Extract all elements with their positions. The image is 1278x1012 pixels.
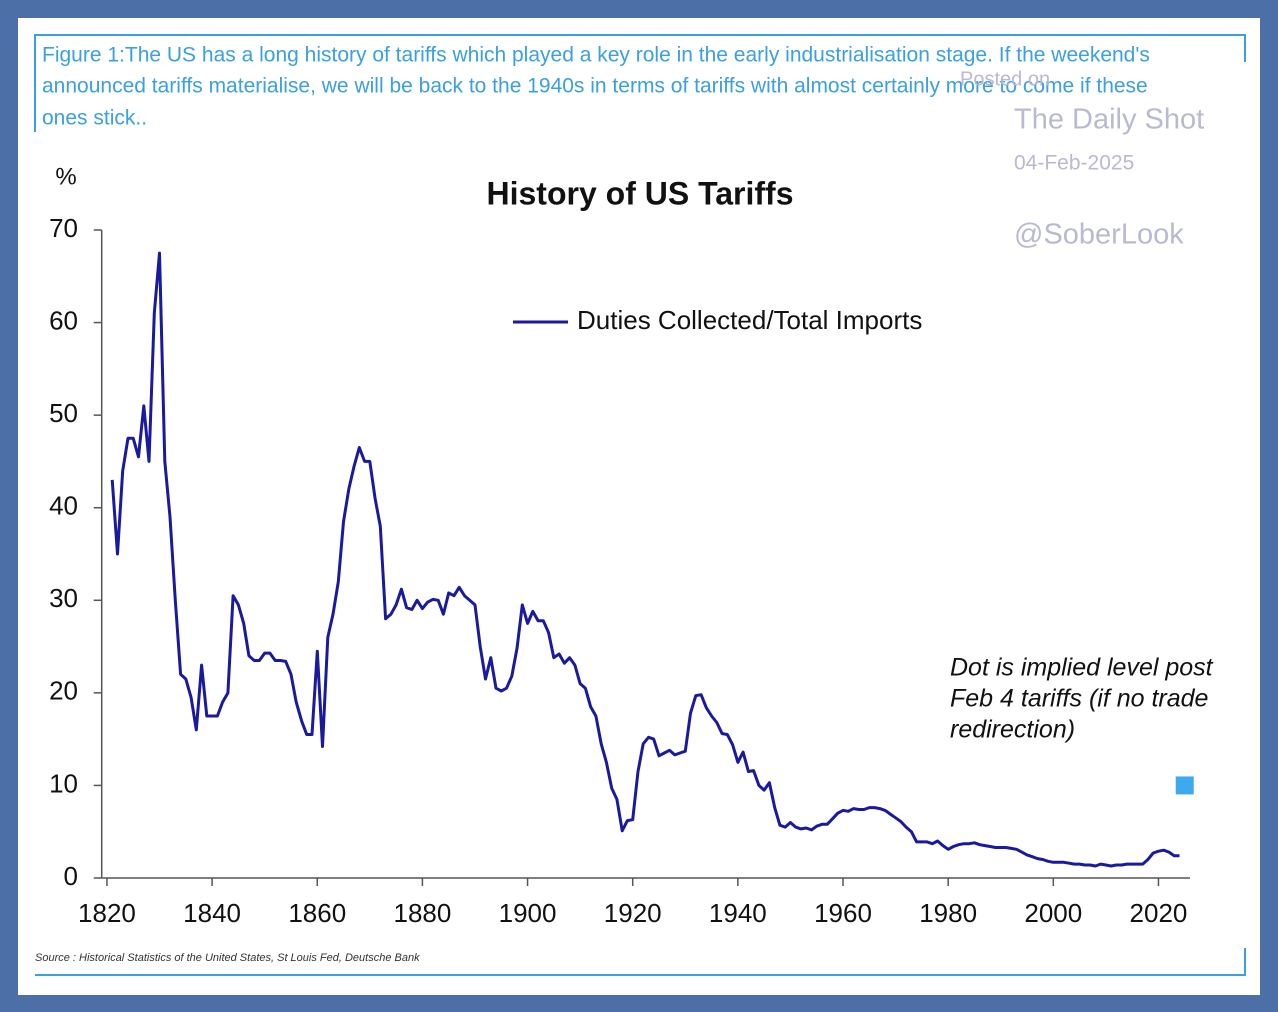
watermark: @SoberLook (1014, 219, 1184, 251)
watermark: 04-Feb-2025 (1014, 152, 1134, 175)
bottom-frame (35, 948, 1246, 976)
caption: ones stick.. (42, 107, 147, 130)
y-tick-label: 20 (49, 676, 78, 706)
x-tick-label: 1940 (709, 898, 767, 928)
x-tick-label: 1900 (499, 898, 557, 928)
panel (18, 18, 1260, 995)
legend-label: Duties Collected/Total Imports (577, 305, 922, 335)
implied-point (1175, 776, 1194, 795)
caption: Figure 1:The US has a long history of ta… (42, 44, 1150, 67)
y-tick-label: 0 (64, 861, 78, 891)
watermark: The Daily Shot (1014, 104, 1204, 136)
x-tick-label: 1960 (814, 898, 872, 928)
x-tick-label: 2000 (1024, 898, 1082, 928)
annotation: Dot is implied level post (950, 654, 1214, 682)
source: Source : Historical Statistics of the Un… (35, 952, 420, 964)
y-tick-label: 50 (49, 398, 78, 428)
x-tick-label: 1980 (919, 898, 977, 928)
x-tick-label: 1860 (288, 898, 346, 928)
y-tick-label: 60 (49, 305, 78, 335)
x-tick-label: 1840 (183, 898, 241, 928)
caption-frame (34, 34, 1246, 132)
chart-title: History of US Tariffs (487, 175, 794, 211)
annotation: redirection) (950, 716, 1075, 744)
watermark: Posted on (960, 68, 1050, 90)
caption: announced tariffs materialise, we will b… (42, 75, 1148, 98)
y-tick-label: 70 (49, 213, 78, 243)
x-tick-label: 1920 (604, 898, 662, 928)
x-tick-label: 1880 (393, 898, 451, 928)
y-tick-label: 30 (49, 583, 78, 613)
x-tick-label: 2020 (1130, 898, 1188, 928)
data-line (110, 251, 1180, 868)
annotation: Feb 4 tariffs (if no trade (950, 685, 1208, 713)
y-tick-label: 10 (49, 768, 78, 798)
x-tick-label: 1820 (78, 898, 136, 928)
y-axis-label: % (55, 163, 76, 190)
y-tick-label: 40 (49, 491, 78, 521)
